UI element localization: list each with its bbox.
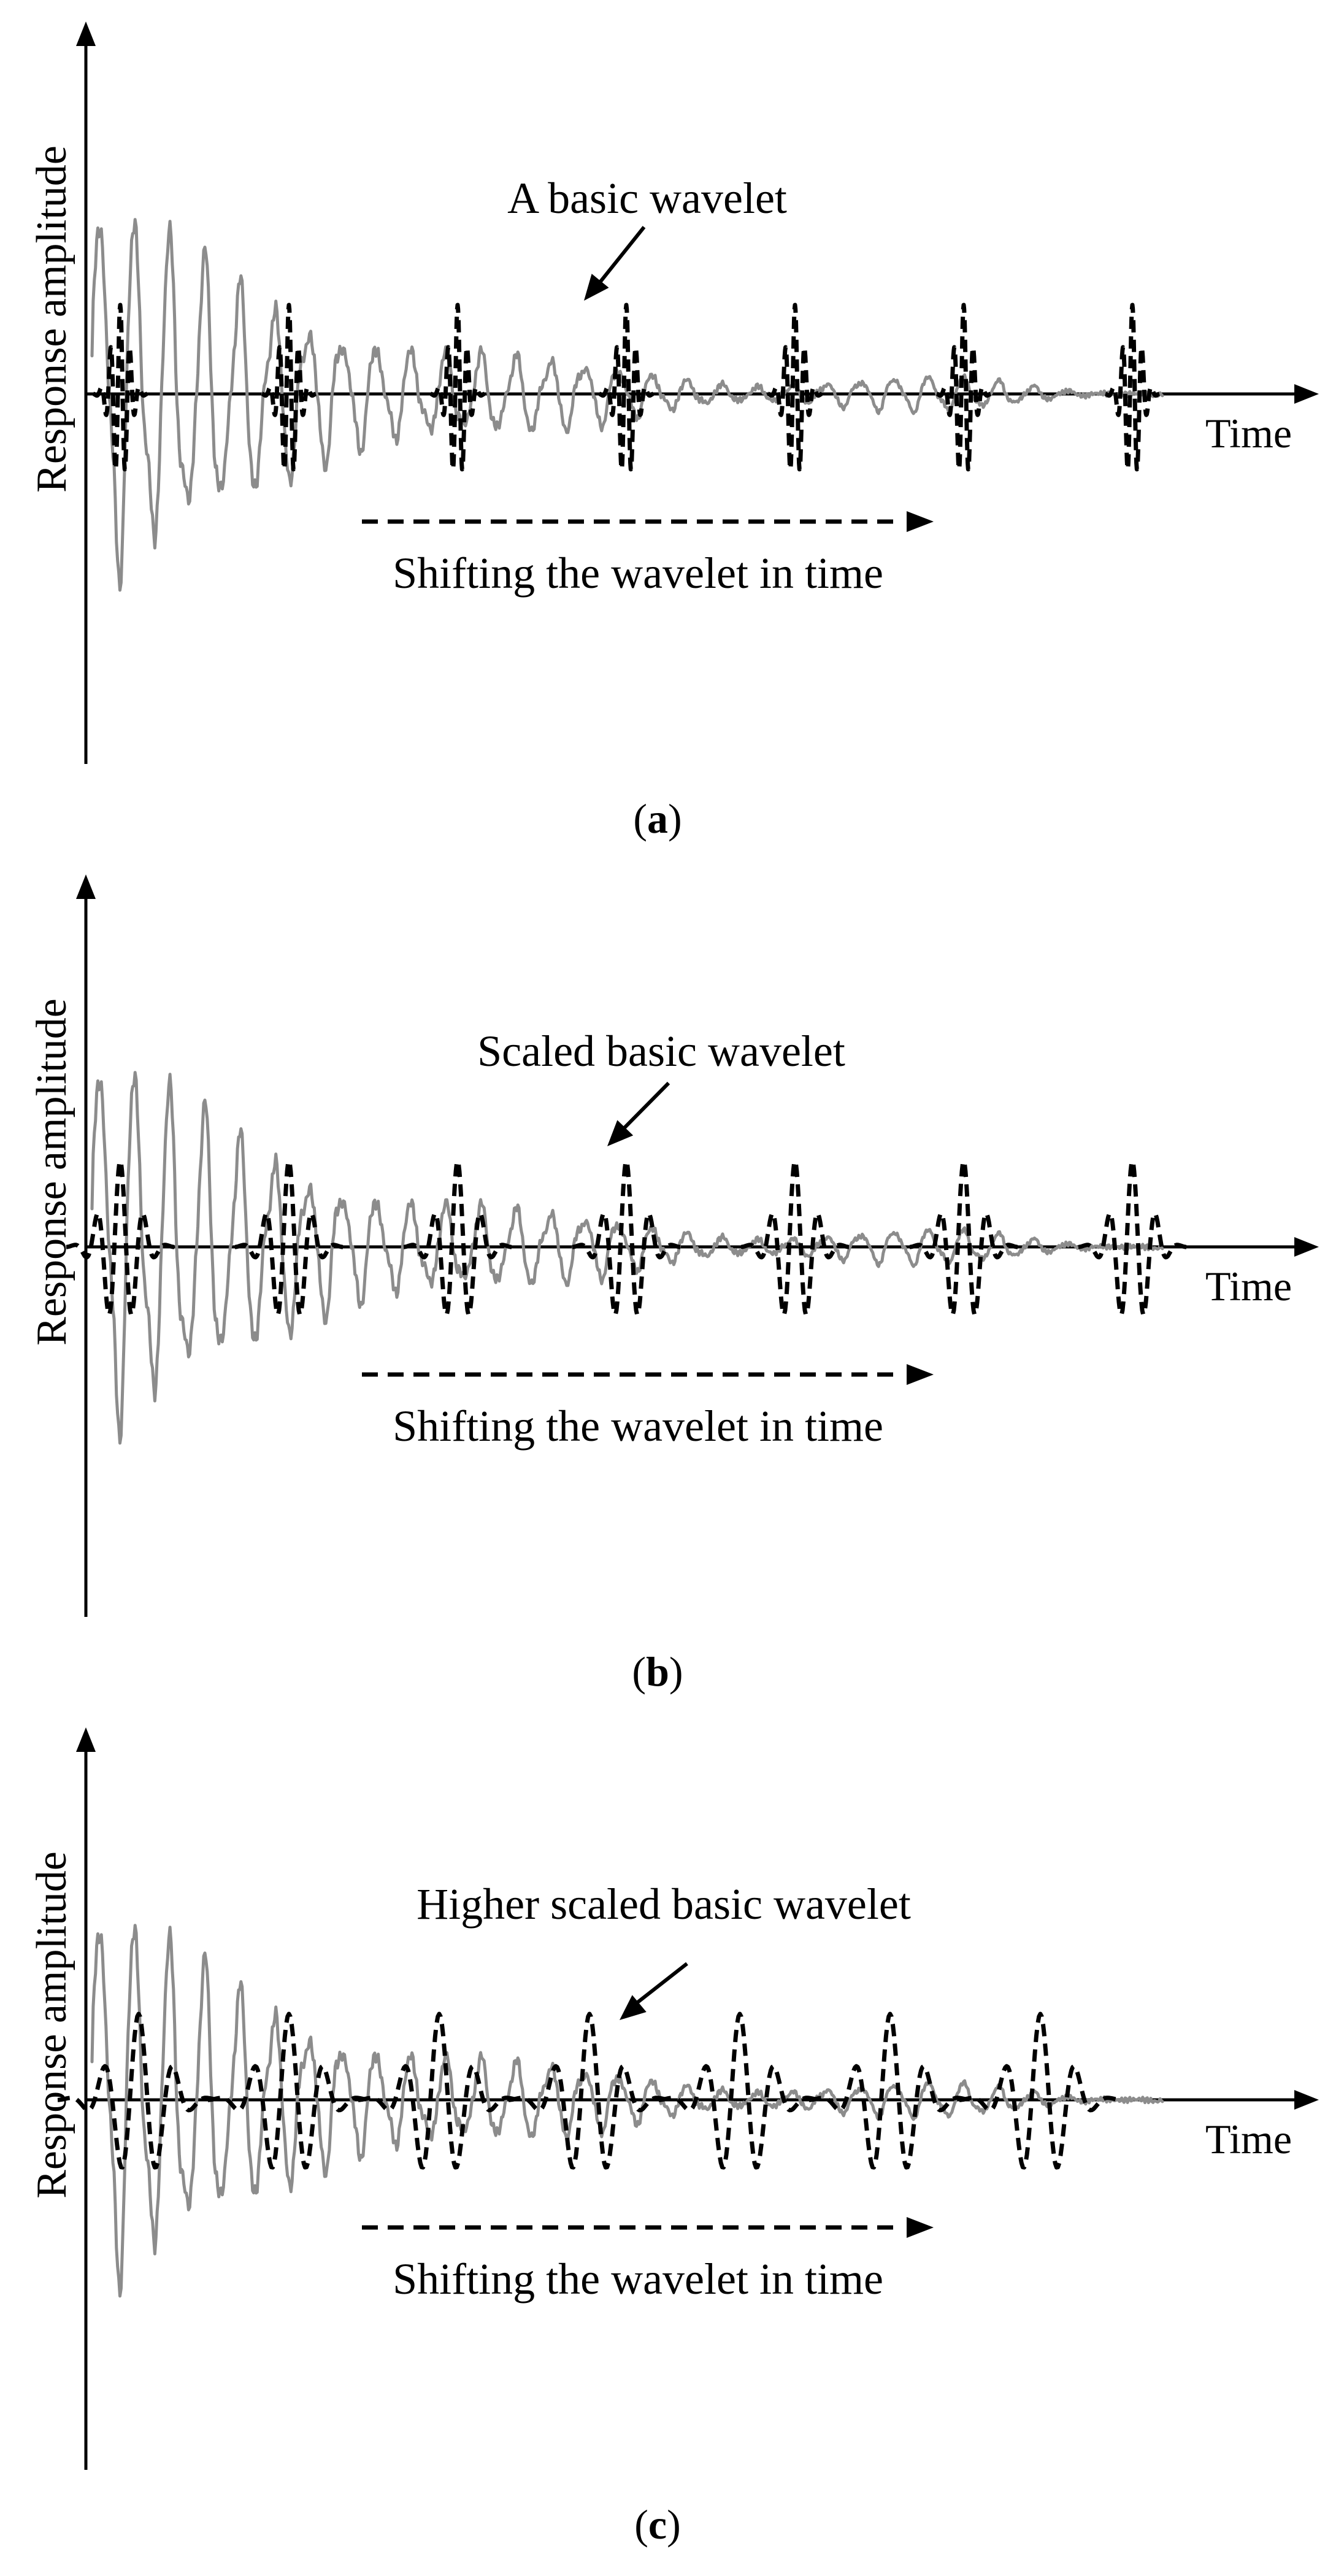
caption-close-paren: ) (668, 795, 682, 842)
wavelet-7 (1104, 303, 1161, 472)
wavelet-2 (207, 2011, 371, 2170)
wavelet-1 (65, 1159, 175, 1317)
wavelet-1 (91, 303, 149, 472)
shift-label: Shifting the wavelet in time (393, 1402, 883, 1451)
caption-close-paren: ) (669, 1648, 683, 1695)
panel-caption: (b) (632, 1651, 683, 1692)
panel-caption: (a) (633, 798, 682, 839)
annotation-arrow-line (629, 1962, 688, 2010)
x-axis-label: Time (1205, 1263, 1292, 1309)
wavelet-3 (429, 303, 486, 472)
y-axis-arrowhead (76, 21, 96, 46)
wavelet-6 (908, 1159, 1019, 1317)
annotation-arrow-line (616, 1081, 670, 1136)
x-axis-arrowhead (1294, 384, 1319, 404)
caption-open-paren: ( (634, 2501, 648, 2548)
wavelet-5 (740, 1159, 850, 1317)
y-axis-label: Response amplitude (28, 145, 75, 493)
wavelet-group (91, 303, 1161, 472)
panel-a: Response amplitude Time A basic wavelet … (0, 0, 1344, 859)
panel-a-plot (76, 21, 1319, 764)
panel-b-plot (65, 874, 1319, 1617)
panel-caption: (c) (634, 2504, 681, 2545)
wavelet-4 (597, 303, 655, 472)
panel-b: Response amplitude Time Scaled basic wav… (0, 853, 1344, 1712)
y-axis-arrowhead (76, 1727, 96, 1752)
response-signal-line (90, 1924, 1164, 2298)
y-axis-arrowhead (76, 874, 96, 899)
wavelet-4 (571, 1159, 682, 1317)
wavelet-3 (402, 1159, 513, 1317)
x-axis-label: Time (1205, 410, 1292, 457)
wavelet-2 (234, 1159, 344, 1317)
shift-label: Shifting the wavelet in time (393, 549, 883, 598)
annotation-arrowhead (584, 274, 609, 301)
caption-open-paren: ( (633, 795, 647, 842)
annotation-arrow-line (593, 226, 646, 290)
response-signal-line (90, 218, 1164, 592)
wavelet-annotation: Higher scaled basic wavelet (417, 1880, 911, 1929)
wavelet-6 (808, 2011, 972, 2170)
wavelet-6 (935, 303, 993, 472)
caption-open-paren: ( (632, 1648, 647, 1695)
x-axis-arrowhead (1294, 1237, 1319, 1257)
wavelet-annotation: Scaled basic wavelet (477, 1027, 845, 1076)
wavelet-5 (658, 2011, 822, 2170)
wavelet-5 (766, 303, 824, 472)
wavelet-4 (507, 2011, 672, 2170)
response-signal-line (90, 1071, 1164, 1445)
caption-letter: c (648, 2501, 667, 2548)
panel-c-plot (56, 1727, 1319, 2470)
x-axis-arrowhead (1294, 2090, 1319, 2110)
y-axis-label: Response amplitude (28, 998, 75, 1346)
wavelet-2 (260, 303, 318, 472)
wavelet-group (56, 2011, 1123, 2170)
caption-letter: b (646, 1648, 669, 1695)
panel-c: Response amplitude Time Higher scaled ba… (0, 1706, 1344, 2565)
wavelet-annotation: A basic wavelet (507, 174, 787, 223)
annotation-arrowhead (620, 1995, 647, 2020)
x-axis-label: Time (1205, 2116, 1292, 2162)
wavelet-1 (56, 2011, 221, 2170)
caption-close-paren: ) (667, 2501, 681, 2548)
caption-letter: a (647, 795, 668, 842)
y-axis-label: Response amplitude (28, 1851, 75, 2199)
wavelet-3 (357, 2011, 521, 2170)
wavelet-7 (1077, 1159, 1188, 1317)
shift-arrowhead (907, 2217, 934, 2238)
shift-label: Shifting the wavelet in time (393, 2254, 883, 2304)
wavelet-group (65, 1159, 1188, 1317)
wavelet-7 (958, 2011, 1123, 2170)
shift-arrowhead (907, 1364, 934, 1385)
shift-arrowhead (907, 511, 934, 532)
annotation-arrowhead (607, 1120, 634, 1146)
